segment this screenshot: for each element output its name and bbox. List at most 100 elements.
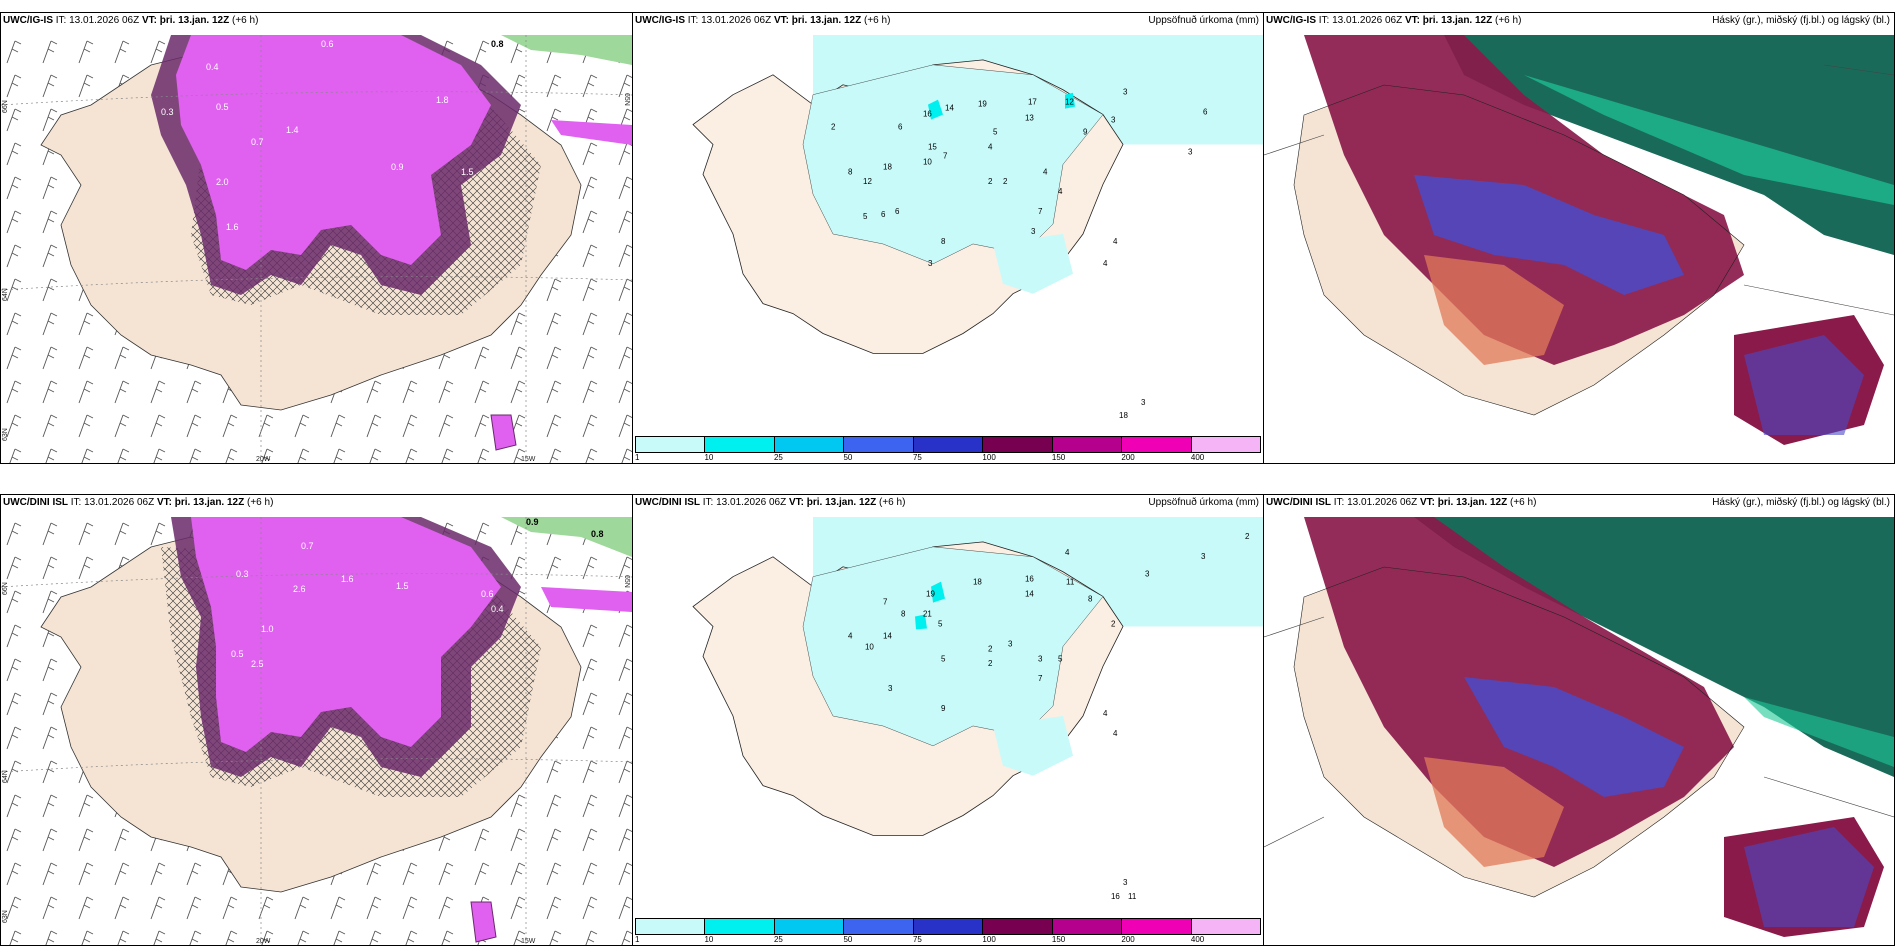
value-label: 21: [923, 610, 932, 619]
value-label: 5: [941, 654, 946, 663]
value-label: 19: [926, 590, 935, 599]
precip-area-south: [993, 716, 1073, 776]
value-label: 19: [978, 100, 987, 109]
it-label: IT:: [70, 497, 82, 508]
value-label: 9: [1083, 128, 1088, 137]
value-label: 1.4: [286, 125, 299, 135]
value-label: 0.3: [236, 569, 249, 579]
value-label: 1.5: [396, 581, 409, 591]
value-label: 14: [1025, 590, 1034, 599]
it-value: 13.01.2026 06Z: [701, 15, 772, 26]
value-label: 0.5: [231, 649, 244, 659]
value-label: 6: [898, 123, 903, 132]
value-label: 3: [1201, 552, 1206, 561]
colorbar-cell: [983, 437, 1053, 452]
snow-area-magenta: [176, 35, 491, 270]
model-name: UWC/DINI ISL: [3, 497, 68, 508]
value-label: 0.9: [526, 517, 539, 527]
it-value: 13.01.2026 06Z: [1332, 15, 1403, 26]
it-label: IT:: [687, 15, 699, 26]
lead-time: (+6 h): [879, 497, 906, 508]
colorbar-cell: [705, 919, 775, 934]
colorbar-label: 25: [773, 453, 783, 462]
vt-value: þri. 13.jan. 12Z: [174, 497, 245, 508]
lead-time: (+6 h): [864, 15, 891, 26]
value-label: 8: [1088, 595, 1093, 604]
panel-title: UWC/IG-IS IT: 13.01.2026 06Z VT: þri. 13…: [635, 15, 890, 27]
grid-line: [1, 276, 632, 291]
cloud-map[interactable]: [1264, 35, 1894, 463]
lon-label: 20W: [256, 456, 271, 463]
model-name: UWC/IG-IS: [1266, 15, 1316, 26]
coastline: [1293, 566, 1745, 898]
value-label: 8: [901, 610, 906, 619]
lon-label: 20W: [256, 938, 271, 945]
value-label: 4: [1103, 709, 1108, 718]
colorbar-label: 1: [635, 453, 640, 462]
cloud-orange: [1424, 255, 1564, 365]
vt-value: þri. 13.jan. 12Z: [159, 15, 230, 26]
colorbar-cell: [913, 919, 984, 934]
lat-label: 65N: [623, 575, 630, 588]
cloud-map[interactable]: [1264, 517, 1894, 945]
panel-field-title: Uppsöfnuð úrkoma (mm): [1148, 497, 1259, 508]
value-label: 1.6: [341, 574, 354, 584]
panel-bottom-middle: UWC/DINI ISL IT: 13.01.2026 06Z VT: þri.…: [632, 494, 1264, 946]
colorbar-cell: [913, 437, 984, 452]
precip-map[interactable]: 2 3 4 3 16 11 19 18 14 8 7 8 21 5 10 14 …: [633, 517, 1263, 915]
colorbar-cell: [636, 437, 706, 452]
precip-area-south: [993, 234, 1073, 294]
green-area: [501, 35, 632, 65]
cloud-low: [1464, 677, 1684, 797]
value-label: 10: [923, 157, 932, 166]
vt-value: þri. 13.jan. 12Z: [791, 15, 862, 26]
value-label: 2: [988, 659, 993, 668]
value-label: 0.7: [251, 137, 264, 147]
value-label: 5: [993, 128, 998, 137]
value-label: 7: [883, 598, 888, 607]
snow-blob-se: [490, 414, 517, 451]
value-label: 0.6: [481, 589, 494, 599]
snow-map[interactable]: 0.4 0.6 0.8 0.3 0.5 1.4 0.7 2.0 1.6 1.8 …: [1, 35, 632, 463]
precip-map[interactable]: 2 6 16 14 19 17 13 12 9 3 3 6 5 15 10 7 …: [633, 35, 1263, 433]
panel-title: UWC/DINI ISL IT: 13.01.2026 06Z VT: þri.…: [3, 497, 273, 509]
value-label: 0.3: [161, 107, 174, 117]
value-label: 3: [1038, 654, 1043, 663]
value-label: 0.5: [216, 102, 229, 112]
snow-strip-east: [541, 587, 632, 612]
lat-label: 64N: [2, 770, 9, 783]
cloud-low-south: [1744, 335, 1864, 435]
colorbar-label: 100: [982, 935, 996, 944]
value-label: 1.6: [226, 222, 239, 232]
panel-top-right: UWC/IG-IS IT: 13.01.2026 06Z VT: þri. 13…: [1263, 12, 1895, 464]
value-label: 2: [988, 644, 993, 653]
lat-label: 66N: [2, 582, 9, 595]
lon-label: 15W: [521, 456, 536, 463]
value-label: 8: [848, 167, 853, 176]
value-label: 12: [1065, 98, 1074, 107]
snow-map[interactable]: 0.9 0.8 0.7 0.3 2.6 1.6 1.5 0.6 0.4 1.0 …: [1, 517, 632, 945]
value-label: 13: [1025, 114, 1034, 123]
value-label: 0.7: [301, 541, 314, 551]
value-label: 6: [881, 210, 886, 219]
it-value: 13.01.2026 06Z: [716, 497, 787, 508]
value-label: 3: [928, 259, 933, 268]
snow-strip-east: [551, 120, 632, 145]
value-label: 7: [1038, 207, 1043, 216]
value-label: 3: [1123, 88, 1128, 97]
value-label: 16: [1111, 892, 1120, 901]
panel-field-title: Háský (gr.), miðský (fj.bl.) og lágský (…: [1712, 15, 1890, 26]
colorbar-cell: [774, 437, 845, 452]
cloud-orange: [1424, 757, 1564, 867]
lead-time: (+6 h): [232, 15, 259, 26]
value-label: 2.0: [216, 177, 229, 187]
value-label: 3: [1111, 116, 1116, 125]
value-label: 4: [1113, 729, 1118, 738]
cloud-low-south: [1744, 827, 1874, 927]
value-label: 4: [848, 631, 853, 640]
snow-area-magenta: [191, 517, 501, 752]
coastline: [1293, 84, 1745, 416]
value-label: 0.4: [491, 604, 504, 614]
colorbar-labels: 1 10 25 50 75 100 150 200 400: [635, 453, 1261, 463]
value-label: 2: [1003, 177, 1008, 186]
